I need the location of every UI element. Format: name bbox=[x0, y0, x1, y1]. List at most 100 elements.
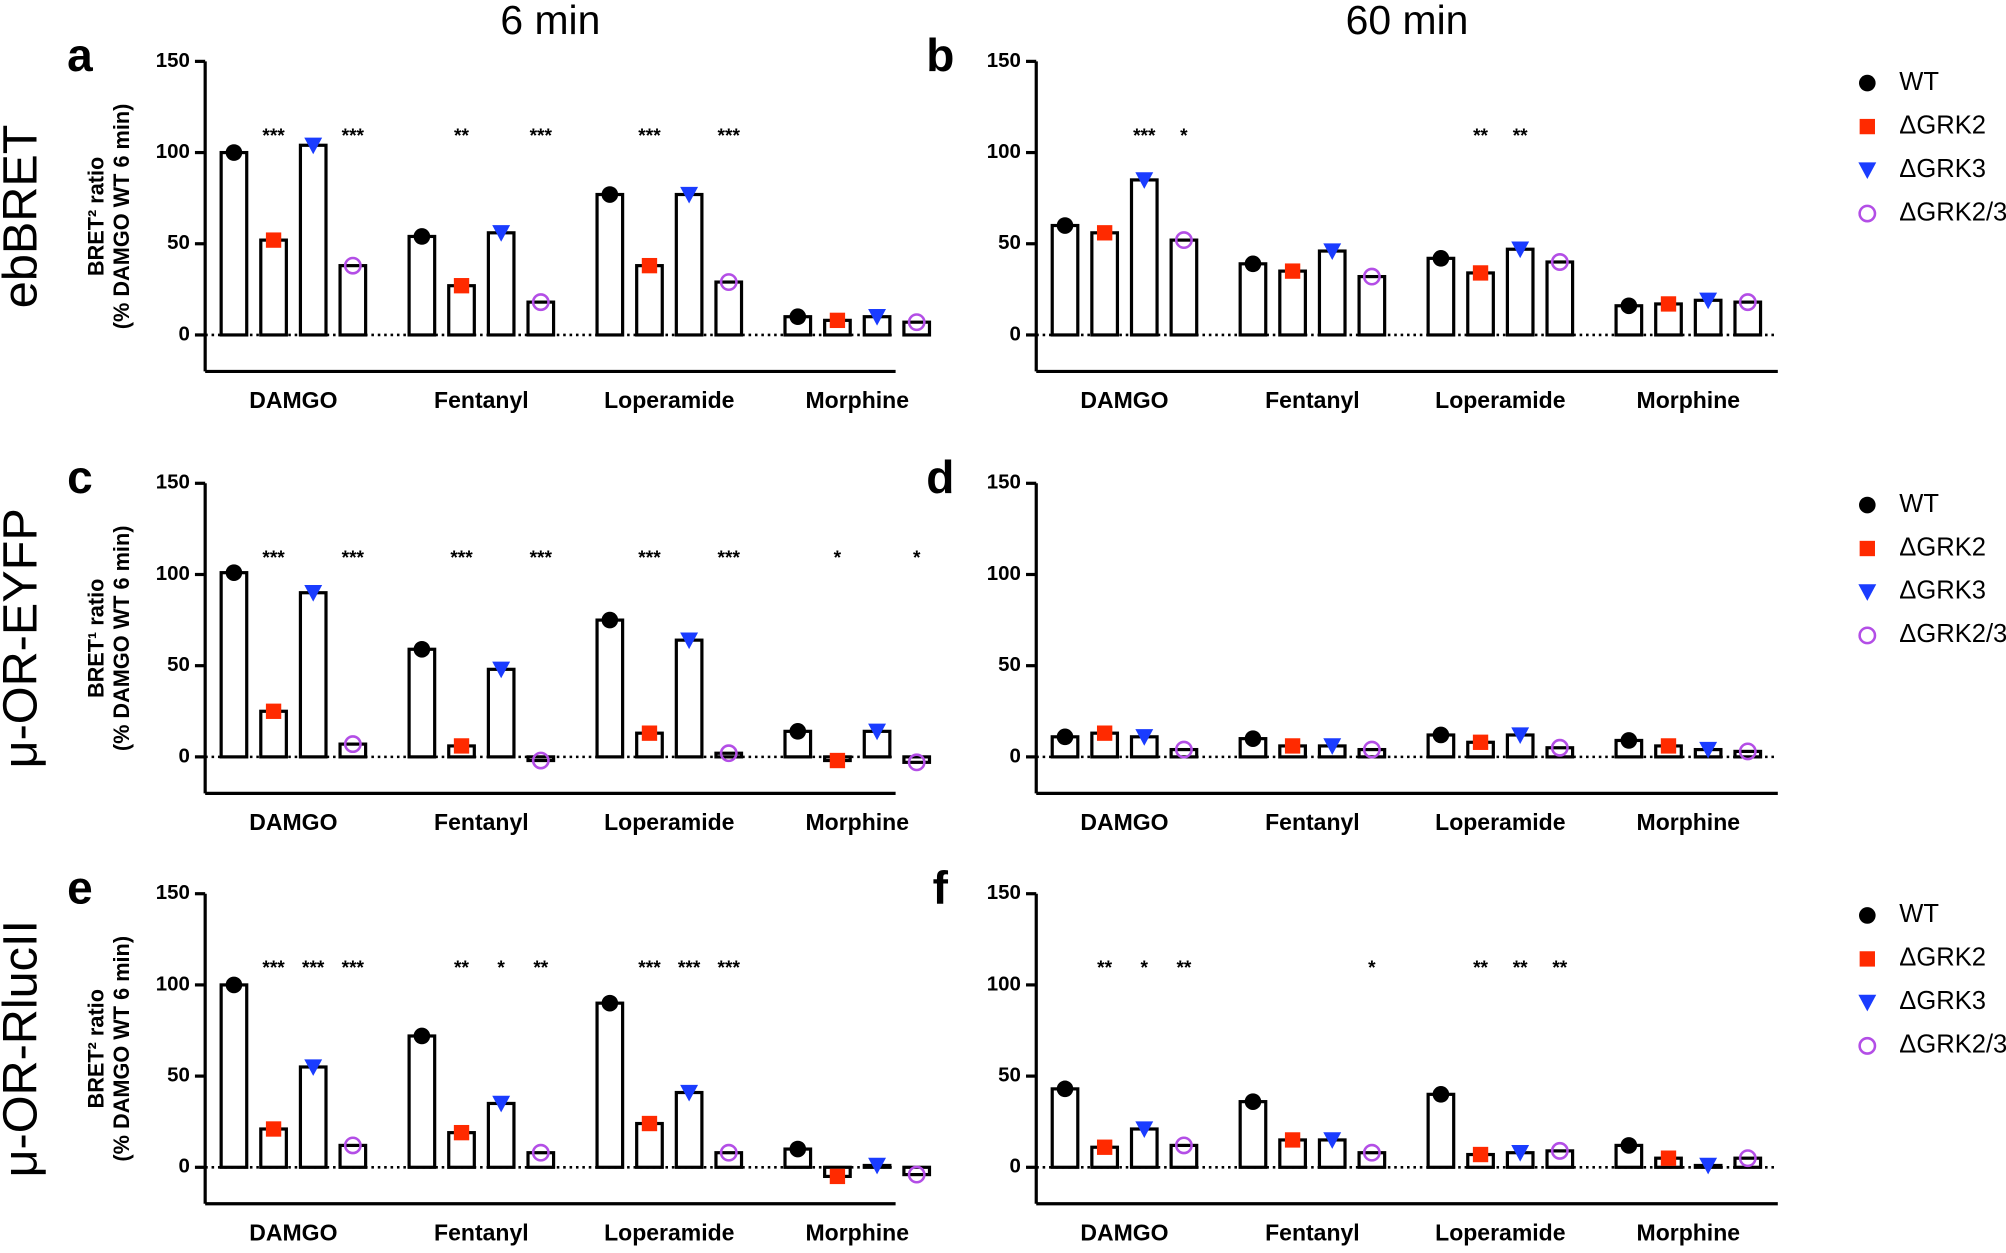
bar bbox=[1238, 262, 1268, 337]
bar-marker bbox=[1511, 241, 1530, 259]
bar bbox=[595, 618, 625, 759]
significance: ** bbox=[1552, 958, 1567, 979]
bar bbox=[595, 1001, 625, 1169]
bar bbox=[1505, 247, 1535, 337]
bar bbox=[486, 667, 516, 759]
panel-letter: e bbox=[67, 861, 93, 913]
bar-marker bbox=[413, 640, 431, 658]
bar-marker bbox=[1362, 1143, 1381, 1162]
x-tick-label: DAMGO bbox=[249, 387, 337, 413]
bar-marker bbox=[1174, 231, 1193, 250]
significance: *** bbox=[718, 958, 741, 979]
bar bbox=[1733, 1156, 1763, 1169]
bar bbox=[674, 638, 704, 759]
significance: *** bbox=[530, 548, 553, 569]
bar-marker bbox=[1511, 1145, 1530, 1162]
bar-marker bbox=[1699, 741, 1718, 759]
bar-marker bbox=[1432, 726, 1450, 744]
legend-marker bbox=[1858, 584, 1877, 601]
bar-marker bbox=[641, 1115, 658, 1132]
bar-marker bbox=[225, 144, 243, 161]
bar-marker bbox=[304, 585, 323, 602]
y-tick-label: 0 bbox=[178, 744, 189, 767]
bar bbox=[902, 320, 932, 337]
column-title: 6 min bbox=[500, 0, 600, 43]
bar-marker bbox=[641, 257, 658, 274]
bar-marker bbox=[1362, 740, 1381, 759]
legend-label: WT bbox=[1899, 490, 1939, 518]
legend-label: ΔGRK3 bbox=[1899, 155, 1986, 183]
y-tick-label: 150 bbox=[156, 881, 190, 904]
legend-marker bbox=[1858, 1036, 1877, 1055]
x-tick-label: Loperamide bbox=[604, 1220, 734, 1246]
row-label: μ-OR-EYFP bbox=[0, 508, 47, 768]
bar bbox=[714, 751, 744, 759]
y-tick-label: 150 bbox=[987, 881, 1021, 904]
bar-marker bbox=[680, 632, 699, 650]
significance: *** bbox=[450, 548, 473, 569]
y-tick-label: 0 bbox=[178, 1155, 189, 1178]
bar-marker bbox=[1323, 243, 1342, 261]
significance: * bbox=[1180, 126, 1188, 147]
bar-marker bbox=[1432, 250, 1450, 267]
bar-marker bbox=[413, 228, 431, 245]
bar bbox=[1733, 300, 1763, 337]
significance: *** bbox=[342, 958, 365, 979]
bar-marker bbox=[829, 1168, 846, 1185]
y-tick-label: 150 bbox=[156, 471, 190, 494]
bar bbox=[486, 231, 516, 337]
significance: * bbox=[497, 958, 505, 979]
significance: *** bbox=[530, 126, 553, 147]
bar bbox=[1545, 746, 1575, 759]
significance: *** bbox=[342, 548, 365, 569]
panel-letter: f bbox=[933, 861, 949, 913]
bar bbox=[407, 1034, 437, 1169]
bar-marker bbox=[641, 725, 658, 741]
bar-marker bbox=[601, 611, 619, 629]
bar-marker bbox=[1550, 738, 1569, 757]
x-tick-label: DAMGO bbox=[249, 1220, 337, 1246]
bar-marker bbox=[492, 1095, 511, 1113]
y-tick-label: 100 bbox=[987, 972, 1021, 995]
bar bbox=[486, 1101, 516, 1169]
bar-marker bbox=[1096, 1139, 1113, 1155]
significance: *** bbox=[718, 548, 741, 569]
legend-marker bbox=[1858, 994, 1877, 1012]
legend-marker bbox=[1859, 951, 1875, 967]
y-axis-label: BRET² ratio bbox=[84, 157, 109, 276]
y-tick-label: 100 bbox=[156, 972, 190, 995]
row-label: ebBRET bbox=[0, 125, 47, 309]
legend-marker bbox=[1858, 204, 1877, 223]
y-tick-label: 100 bbox=[987, 140, 1021, 163]
bar-marker bbox=[413, 1027, 431, 1045]
x-tick-label: Loperamide bbox=[1435, 809, 1565, 835]
bar-marker bbox=[1362, 267, 1381, 286]
significance: * bbox=[1368, 958, 1376, 979]
panel-letter: d bbox=[926, 451, 954, 503]
bar bbox=[407, 234, 437, 337]
bar-marker bbox=[1699, 292, 1718, 310]
bar-marker bbox=[343, 735, 362, 754]
bar-marker bbox=[1323, 1132, 1342, 1149]
y-axis-label: (% DAMGO WT 6 min) bbox=[109, 936, 134, 1162]
significance: ** bbox=[454, 126, 469, 147]
row-label: μ-OR-RlucII bbox=[0, 920, 47, 1177]
legend-label: WT bbox=[1899, 900, 1939, 928]
significance: *** bbox=[262, 958, 285, 979]
bar bbox=[1278, 269, 1307, 337]
y-tick-label: 50 bbox=[998, 231, 1021, 254]
x-tick-label: Morphine bbox=[1637, 387, 1741, 413]
significance: ** bbox=[1513, 958, 1528, 979]
column-title: 60 min bbox=[1346, 0, 1469, 43]
significance: *** bbox=[678, 958, 701, 979]
bar-marker bbox=[492, 661, 511, 679]
y-axis-label: (% DAMGO WT 6 min) bbox=[109, 526, 134, 752]
significance: *** bbox=[718, 126, 741, 147]
y-axis-label: BRET² ratio bbox=[84, 989, 109, 1108]
bar bbox=[1466, 271, 1495, 337]
bar bbox=[338, 264, 368, 337]
bar-marker bbox=[304, 1059, 323, 1076]
bar bbox=[298, 1065, 328, 1169]
significance: * bbox=[834, 548, 842, 569]
